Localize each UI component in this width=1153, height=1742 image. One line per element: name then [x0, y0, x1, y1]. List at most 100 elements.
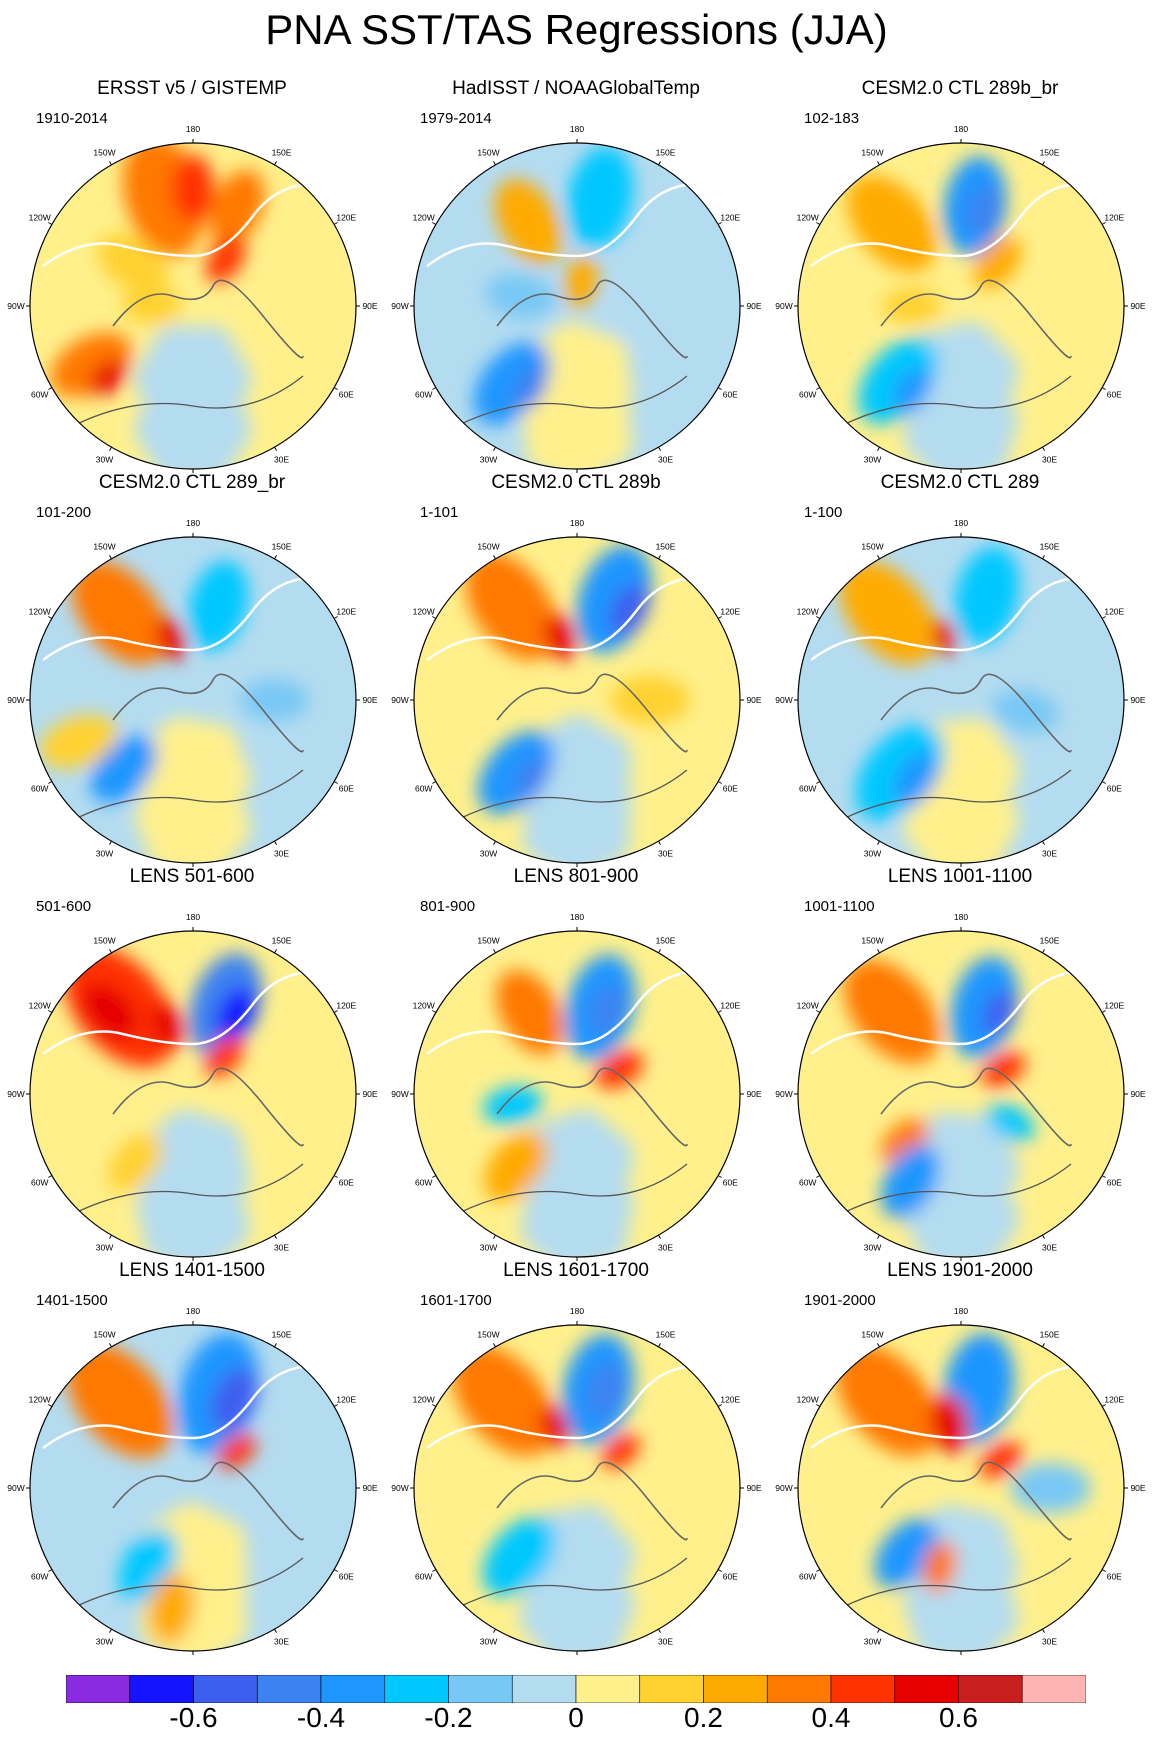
polar-map: 180150E120E90E60E30E030W60W90W120W150W: [7, 518, 378, 867]
lon-label: 150E: [272, 542, 292, 552]
lon-label: 120E: [336, 1395, 356, 1405]
coastline: [496, 673, 688, 753]
lon-tick: [1101, 222, 1106, 225]
lon-label: 120W: [29, 1395, 51, 1405]
anomaly-region: [151, 1001, 185, 1049]
lon-label: 120W: [797, 213, 819, 223]
lon-label: 90E: [1130, 695, 1145, 705]
coastline: [72, 1557, 304, 1609]
lon-tick: [717, 1175, 722, 1178]
lon-label: 60W: [415, 1178, 432, 1188]
lon-tick: [274, 446, 277, 451]
lon-label: 120E: [1104, 1395, 1124, 1405]
lon-tick: [658, 840, 661, 845]
lon-label: 150E: [1040, 1330, 1060, 1340]
anomaly-region: [991, 689, 1059, 733]
panel-title: CESM2.0 CTL 289b_br: [861, 78, 1059, 99]
lon-label: 30W: [96, 454, 113, 464]
map-panel: 180150E120E90E60E30E030W60W90W120W150WCE…: [768, 78, 1152, 473]
panel-title: ERSST v5 / GISTEMP: [97, 78, 287, 99]
anomaly-region: [513, 756, 549, 802]
lon-label: 30E: [1042, 1636, 1057, 1646]
anomaly-region: [217, 1433, 256, 1469]
map-panel: 180150E120E90E60E30E030W60W90W120W150WLE…: [768, 866, 1152, 1261]
lon-tick: [333, 781, 338, 784]
coastline: [880, 1461, 1072, 1541]
anomaly-region: [66, 1343, 173, 1458]
lon-label: 30E: [658, 1242, 673, 1252]
lon-label: 180: [186, 124, 200, 134]
lon-tick: [48, 1175, 53, 1178]
lon-tick: [717, 1010, 722, 1013]
lon-label: 120E: [336, 607, 356, 617]
map-panel: 180150E120E90E60E30E030W60W90W120W150WCE…: [0, 472, 384, 867]
anomaly-region: [608, 583, 650, 636]
anomaly-region: [147, 374, 239, 469]
anomaly-region: [595, 1050, 644, 1089]
lon-tick: [432, 616, 437, 619]
lon-tick: [717, 1404, 722, 1407]
lon-label: 180: [570, 912, 584, 922]
lon-label: 90W: [391, 301, 408, 311]
lon-tick: [432, 1175, 437, 1178]
anomaly-region: [210, 1367, 259, 1432]
lon-label: 90E: [362, 695, 377, 705]
anomaly-region: [81, 982, 139, 1040]
lon-label: 90W: [7, 1483, 24, 1493]
anomaly-region: [208, 169, 265, 246]
lon-label: 30E: [658, 454, 673, 464]
lon-tick: [48, 222, 53, 225]
lon-label: 150W: [477, 148, 499, 158]
lon-tick: [493, 1234, 496, 1239]
anomaly-region: [122, 287, 183, 325]
panel-years: 801-900: [420, 898, 476, 915]
anomaly-region: [893, 366, 932, 415]
lon-tick: [1042, 840, 1045, 845]
lon-label: 30W: [864, 848, 881, 858]
lon-tick: [432, 781, 437, 784]
lon-label: 90W: [775, 1483, 792, 1493]
coastline: [72, 769, 304, 821]
colorbar-tick-label: -0.4: [296, 1702, 346, 1733]
anomaly-region: [89, 359, 128, 395]
lon-tick: [658, 1343, 661, 1348]
lon-tick: [877, 949, 880, 954]
lon-tick: [493, 1628, 496, 1633]
panel-title: LENS 1401-1500: [119, 1260, 265, 1281]
colorbar-tick-label: 0: [568, 1702, 584, 1733]
anomaly-region: [494, 178, 562, 264]
anomaly-region: [495, 969, 564, 1055]
lon-tick: [432, 222, 437, 225]
lon-label: 180: [570, 518, 584, 528]
anomaly-region: [512, 365, 548, 410]
lon-label: 150W: [477, 1330, 499, 1340]
lon-label: 120W: [413, 1395, 435, 1405]
anomaly-region: [981, 1051, 1026, 1088]
coastline: [112, 1461, 304, 1541]
coastline: [496, 279, 688, 359]
lon-tick: [493, 840, 496, 845]
lon-label: 150E: [656, 148, 676, 158]
lon-tick: [877, 1628, 880, 1633]
anomaly-region: [152, 1158, 234, 1257]
colorbar-tick-label: 0.2: [684, 1702, 723, 1733]
lon-tick: [816, 781, 821, 784]
lon-label: 150W: [477, 936, 499, 946]
lon-label: 60E: [723, 1178, 738, 1188]
lon-label: 150W: [93, 542, 115, 552]
anomaly-region: [90, 735, 158, 803]
lon-label: 120W: [29, 607, 51, 617]
polar-map: 180150E120E90E60E30E030W60W90W120W150W: [7, 912, 378, 1261]
anomaly-region: [986, 1103, 1035, 1142]
lon-label: 60E: [723, 784, 738, 794]
lon-tick: [333, 1010, 338, 1013]
lon-label: 30W: [96, 1636, 113, 1646]
anomaly-region: [483, 1086, 543, 1125]
lon-tick: [658, 949, 661, 954]
lon-label: 150W: [861, 1330, 883, 1340]
lon-tick: [877, 555, 880, 560]
lon-label: 120W: [797, 1001, 819, 1011]
colorbar-swatch: [511, 1675, 577, 1703]
lon-tick: [816, 1404, 821, 1407]
lon-label: 90W: [775, 695, 792, 705]
